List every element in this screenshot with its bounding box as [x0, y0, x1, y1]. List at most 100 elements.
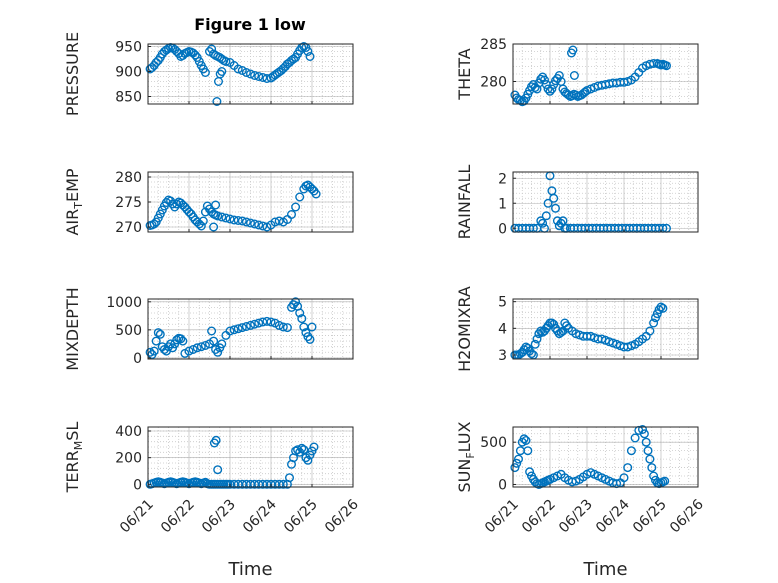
- data-point: [658, 303, 668, 313]
- data-point: [285, 473, 295, 483]
- data-point: [149, 346, 159, 356]
- data-point: [254, 220, 264, 230]
- data-point: [221, 57, 231, 67]
- data-point: [536, 326, 546, 336]
- data-point: [538, 218, 548, 228]
- data-point: [510, 463, 520, 473]
- axes-box: [147, 426, 354, 488]
- y-tick-label: 500: [480, 435, 507, 451]
- data-point: [291, 297, 301, 307]
- data-point: [184, 346, 194, 356]
- data-point: [295, 308, 305, 318]
- axes-box: [512, 426, 699, 488]
- data-point: [545, 86, 555, 96]
- ylabel-1: PRESSURE: [63, 32, 82, 116]
- data-point: [562, 321, 572, 331]
- data-point: [254, 318, 264, 328]
- data-point: [299, 445, 309, 455]
- x-tick-label: 06/21: [482, 497, 522, 537]
- ylabel-2: THETA: [455, 48, 474, 100]
- data-point: [639, 429, 649, 439]
- x-tick-label: 06/23: [199, 497, 239, 537]
- ylabel-3: AIRTEMP: [63, 168, 85, 235]
- data-point: [212, 96, 222, 106]
- data-point: [225, 326, 235, 336]
- data-point: [278, 322, 288, 332]
- data-point: [536, 216, 546, 226]
- y-tick-label: 4: [498, 321, 507, 337]
- data-point: [254, 71, 264, 81]
- data-point: [523, 446, 533, 456]
- x-tick-label: 06/22: [158, 497, 198, 537]
- data-point: [274, 320, 284, 330]
- data-point: [543, 84, 553, 94]
- data-point: [241, 217, 251, 227]
- x-tick-label: 06/26: [667, 496, 707, 536]
- data-point: [527, 82, 537, 92]
- data-point: [250, 219, 260, 229]
- data-point: [287, 209, 297, 219]
- y-tick-label: 1: [498, 196, 507, 212]
- data-point: [211, 435, 221, 445]
- data-point: [649, 318, 659, 328]
- data-point: [645, 454, 655, 464]
- ylabel-8: SUNFLUX: [455, 421, 477, 492]
- data-point: [211, 200, 221, 210]
- y-tick-label: 0: [498, 221, 507, 237]
- data-point: [262, 316, 272, 326]
- data-point: [221, 213, 231, 223]
- data-point: [192, 343, 202, 353]
- axes-box: [147, 298, 354, 360]
- data-point: [233, 64, 243, 74]
- data-point: [213, 347, 223, 357]
- y-tick-label: 280: [115, 170, 142, 186]
- data-point: [519, 434, 529, 444]
- data-point: [207, 44, 217, 54]
- y-tick-label: 275: [115, 195, 142, 211]
- data-point: [151, 336, 161, 346]
- data-point: [649, 471, 659, 481]
- axes-box: [512, 171, 699, 233]
- x-tick-label: 06/24: [593, 496, 633, 536]
- data-point: [188, 345, 198, 355]
- data-point: [229, 325, 239, 335]
- ylabel-5: MIXDEPTH: [63, 287, 82, 370]
- data-point: [229, 215, 239, 225]
- data-point: [217, 212, 227, 222]
- data-point: [176, 334, 186, 344]
- data-point: [274, 216, 284, 226]
- y-tick-label: 500: [115, 323, 142, 339]
- figure-title: Figure 1 low: [194, 15, 306, 34]
- data-point: [643, 446, 653, 456]
- data-point: [536, 74, 546, 84]
- data-point: [307, 322, 317, 332]
- x-tick-label: 06/25: [281, 497, 321, 537]
- data-point: [241, 67, 251, 77]
- data-point: [543, 198, 553, 208]
- x-tick-label: 06/23: [556, 497, 596, 537]
- data-point: [638, 425, 648, 435]
- data-point: [295, 192, 305, 202]
- data-point: [656, 302, 666, 312]
- data-point: [527, 349, 537, 359]
- data-point: [145, 347, 155, 357]
- data-point: [556, 327, 566, 337]
- x-tick-label: 06/24: [240, 496, 280, 536]
- data-point: [532, 84, 542, 94]
- data-point: [200, 67, 210, 77]
- x-axis-label: Time: [582, 559, 627, 580]
- data-point: [245, 320, 255, 330]
- x-tick-label: 06/25: [630, 497, 670, 537]
- data-point: [630, 433, 640, 443]
- data-point: [172, 335, 182, 345]
- data-point: [217, 66, 227, 76]
- subplot-8: 0 500SUNFLUX06/2106/2206/2306/2406/2506/2…: [455, 421, 707, 580]
- x-tick-label: 06/26: [322, 496, 362, 536]
- x-tick-label: 06/22: [519, 497, 559, 537]
- data-point: [530, 339, 540, 349]
- data-point: [514, 454, 524, 464]
- data-point: [217, 339, 227, 349]
- ylabel-4: RAINFALL: [455, 165, 474, 240]
- ylabel-6: H2OMIXRA: [455, 286, 474, 372]
